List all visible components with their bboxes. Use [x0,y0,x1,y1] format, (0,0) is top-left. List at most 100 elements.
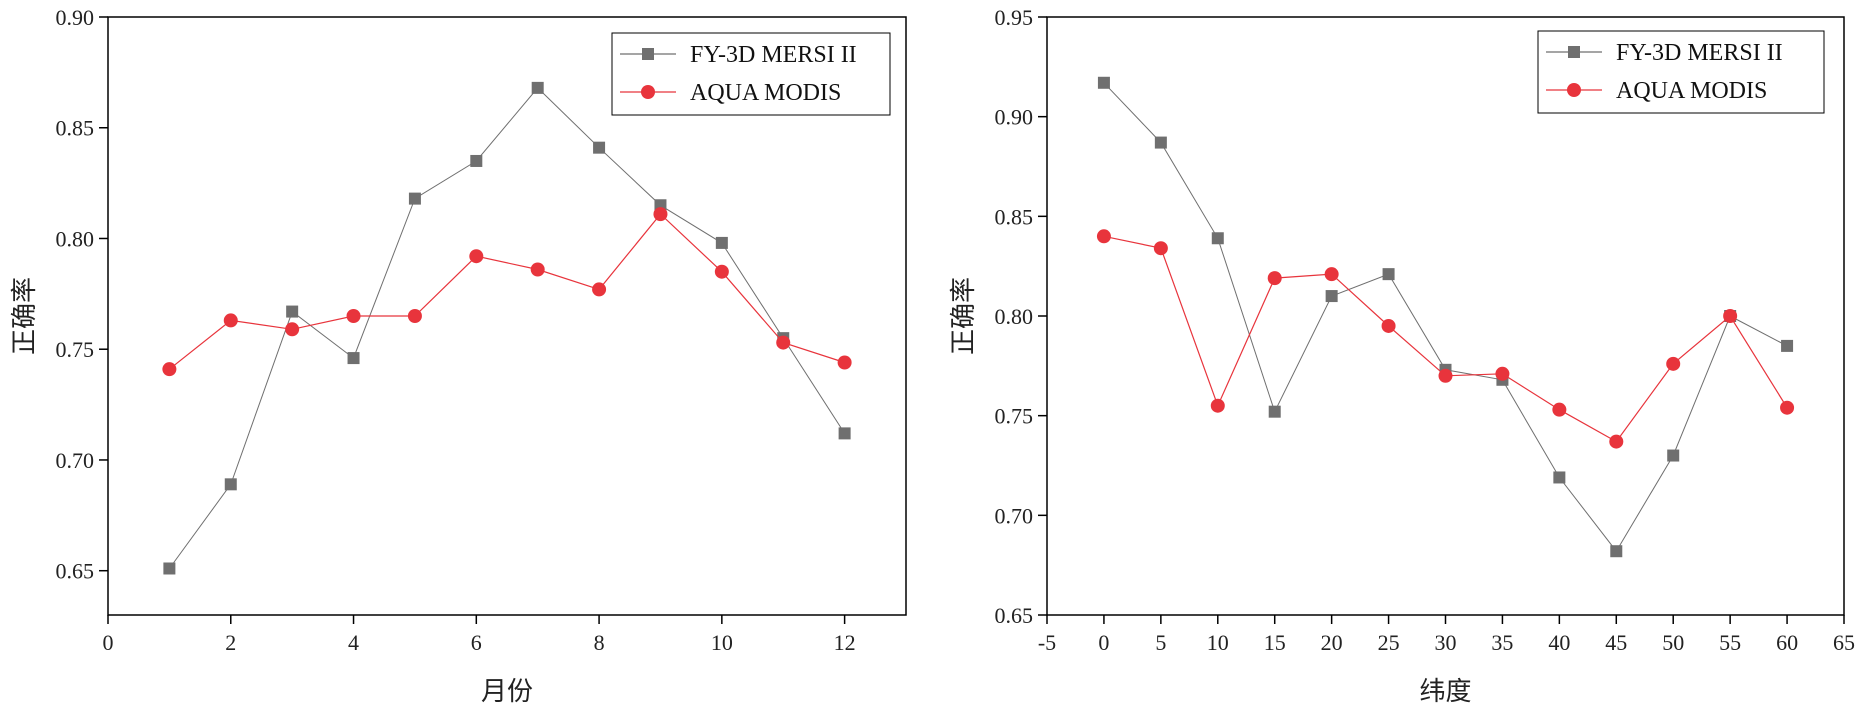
data-point [1723,309,1738,323]
data-point [1382,268,1395,281]
series-line [168,87,846,569]
legend-marker [1568,46,1580,58]
y-tick-label: 0.75 [56,337,95,362]
data-point [1495,366,1510,381]
x-tick-label: 40 [1548,630,1570,655]
data-point [1609,434,1624,449]
y-tick-label: 0.85 [995,204,1034,229]
data-point [1667,449,1680,462]
x-tick-label: 6 [471,630,482,655]
x-tick-label: 2 [225,630,236,655]
legend-label: FY-3D MERSI II [1616,40,1783,66]
x-tick-label: 0 [1098,630,1109,655]
data-point [776,335,791,350]
x-axis-label: 纬度 [1419,677,1471,707]
x-tick-label: 55 [1719,630,1741,655]
y-tick-label: 0.80 [56,226,95,251]
data-point [1438,368,1453,383]
data-point [407,309,422,323]
data-point [653,207,668,222]
x-tick-label: 10 [1207,630,1229,655]
data-point [1325,290,1338,303]
series-line [1103,235,1788,443]
y-tick-label: 0.90 [56,5,95,30]
data-point [1610,545,1623,558]
data-point [346,309,361,323]
legend-marker [641,85,655,99]
series-aqua-modis [1096,229,1795,449]
y-tick-label: 0.75 [995,404,1034,429]
series-aqua-modis [162,207,852,377]
y-axis-label: 正确率 [949,277,979,355]
legend-label: FY-3D MERSI II [690,42,857,68]
data-point [1210,398,1225,413]
x-tick-label: 65 [1833,630,1855,655]
data-point [1267,271,1282,286]
x-tick-label: 0 [103,630,114,655]
data-point [1153,241,1168,256]
legend: FY-3D MERSI II AQUA MODIS [1537,30,1825,114]
x-tick-label: 45 [1605,630,1627,655]
data-point [470,154,483,167]
series-line [169,213,845,370]
data-point [163,562,176,575]
data-point [347,352,360,365]
x-tick-label: 15 [1264,630,1286,655]
x-tick-label: -5 [1038,630,1056,655]
data-point [1666,356,1681,371]
series-line [1103,82,1788,553]
data-point [408,192,421,205]
data-point [1781,339,1794,352]
x-tick-label: 35 [1491,630,1513,655]
data-point [531,81,544,94]
data-point [285,322,300,337]
data-point [837,355,852,370]
x-axis-label: 月份 [481,677,533,707]
series-fy3d-mersi [163,81,851,575]
legend-label: AQUA MODIS [1616,78,1767,104]
legend: FY-3D MERSI II AQUA MODIS [611,32,891,116]
y-axis-label: 正确率 [10,277,40,355]
data-point [1268,405,1281,418]
x-tick-label: 50 [1662,630,1684,655]
data-point [224,478,237,491]
data-point [715,236,728,249]
y-tick-label: 0.70 [995,503,1034,528]
data-point [1381,318,1396,333]
y-tick-label: 0.90 [995,105,1034,130]
x-tick-label: 20 [1321,630,1343,655]
y-tick-label: 0.65 [56,559,95,584]
legend-box [1537,30,1825,114]
legend-marker [642,48,654,60]
data-point [530,262,545,277]
chart-panel-2: -5 0 5 10 15 20 25 30 35 40 45 50 55 60 65 0.65 0.70 0.75… [949,5,1855,707]
y-tick-label: 0.95 [995,5,1034,30]
data-point [1324,267,1339,282]
legend-marker [1567,83,1581,97]
x-tick-label: 25 [1378,630,1400,655]
data-point [1211,232,1224,245]
data-point [838,427,851,440]
plot-frame [107,16,907,616]
x-tick-label: 12 [834,630,856,655]
data-point [162,362,177,377]
data-point [286,305,299,318]
x-tick-label: 8 [594,630,605,655]
x-tick-label: 5 [1155,630,1166,655]
y-tick-label: 0.65 [995,603,1034,628]
data-point [1154,136,1167,149]
series-fy3d-mersi [1097,76,1794,558]
x-tick-label: 10 [711,630,733,655]
data-point [1096,229,1111,244]
x-tick-label: 30 [1435,630,1457,655]
data-point [223,313,238,328]
data-point [714,264,729,279]
legend-box [611,32,891,116]
x-tick-label: 4 [348,630,359,655]
data-point [1097,76,1110,89]
chart-panel-1: 0 2 4 6 8 10 12 0.65 0.70 0.75 0.80 0.85 0.90 月份 正确率 FY… [10,5,907,707]
y-tick-label: 0.80 [995,304,1034,329]
data-point [1780,400,1795,415]
